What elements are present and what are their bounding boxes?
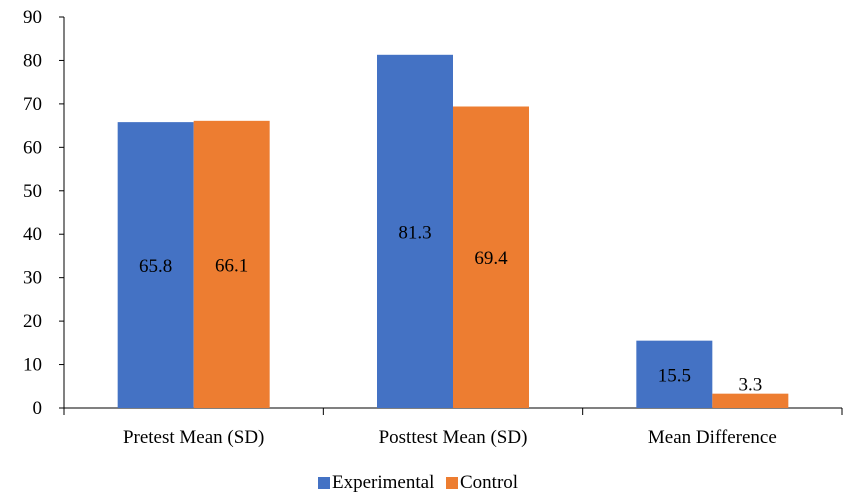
data-label: 66.1 <box>215 255 248 276</box>
data-label: 81.3 <box>398 222 431 243</box>
data-label: 69.4 <box>474 248 508 269</box>
y-tick-label: 10 <box>23 355 42 376</box>
data-label: 15.5 <box>658 365 691 386</box>
x-category-label: Posttest Mean (SD) <box>379 427 528 448</box>
y-tick-label: 70 <box>23 94 42 115</box>
data-labels-group: 65.8 81.3 15.5 66.1 69.4 3.3 <box>139 222 762 395</box>
bar-experimental <box>377 54 453 409</box>
bar-control <box>193 120 270 409</box>
bar-control <box>453 106 529 409</box>
x-category-label: Mean Difference <box>648 427 777 448</box>
bar-experimental <box>117 122 194 408</box>
legend-label: Experimental <box>332 472 434 493</box>
data-label: 65.8 <box>139 256 172 277</box>
x-axis: Pretest Mean (SD) Posttest Mean (SD) Mean … <box>63 407 843 448</box>
legend-label: Control <box>460 472 518 493</box>
legend: Experimental Control <box>318 472 518 493</box>
bar-control <box>712 393 789 408</box>
bar-experimental <box>636 340 713 408</box>
y-tick-label: 60 <box>23 137 42 158</box>
y-tick-label: 50 <box>23 181 42 202</box>
y-tick-label: 30 <box>23 268 42 289</box>
y-tick-label: 20 <box>23 311 42 332</box>
legend-swatch-experimental <box>318 477 330 489</box>
legend-swatch-control <box>446 477 458 489</box>
data-label: 3.3 <box>738 375 762 396</box>
y-tick-label: 90 <box>23 7 42 28</box>
y-tick-label: 40 <box>23 224 42 245</box>
x-category-label: Pretest Mean (SD) <box>123 427 264 448</box>
y-axis: 0 10 20 30 40 50 60 70 80 90 <box>23 7 65 419</box>
y-tick-label: 0 <box>33 398 43 419</box>
bars-group <box>117 54 789 409</box>
y-tick-label: 80 <box>23 50 42 71</box>
